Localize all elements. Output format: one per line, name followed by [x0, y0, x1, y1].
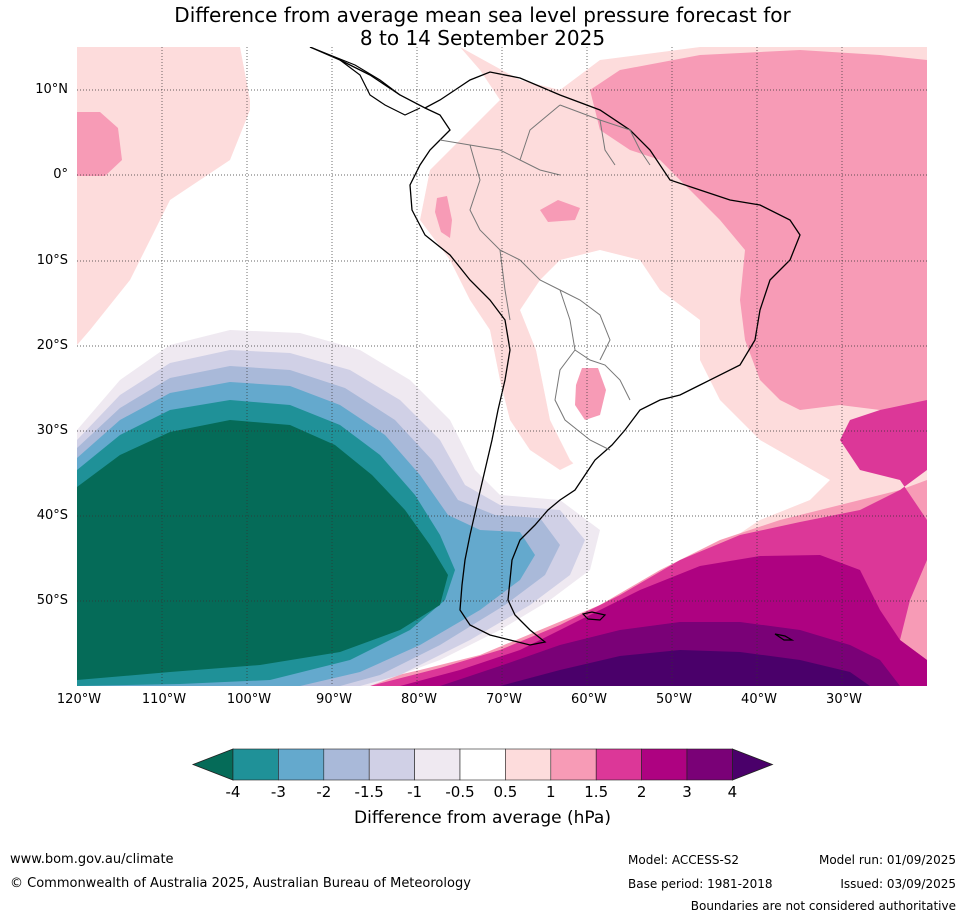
colorbar-segment — [414, 748, 461, 781]
lon-label-40w: 40°W — [741, 692, 777, 707]
south-america-coastline — [309, 47, 801, 646]
lat-label-40s: 40°S — [36, 508, 68, 523]
lon-label-100w: 100°W — [226, 692, 272, 707]
lon-label-70w: 70°W — [486, 692, 522, 707]
anomaly-1-1.5-west-patch — [77, 112, 122, 176]
colorbar-segment — [505, 748, 552, 781]
colorbar-label: Difference from average (hPa) — [354, 808, 611, 828]
lat-label-30s: 30°S — [36, 423, 68, 438]
colorbar-segment — [278, 748, 325, 781]
footer-model-run: Model run: 01/09/2025 — [818, 853, 956, 867]
anomaly-lt-4 — [77, 420, 448, 680]
central-america-coastline — [309, 47, 421, 116]
colorbar-tick-label: -1 — [407, 783, 423, 801]
colorbar-tick-label: 4 — [727, 783, 738, 801]
colorbar-segment — [595, 748, 642, 781]
lon-label-90w: 90°W — [316, 692, 352, 707]
footer-url[interactable]: www.bom.gov.au/climate — [10, 852, 174, 867]
colorbar-segment — [686, 748, 733, 781]
footer-issued: Issued: 03/09/2025 — [840, 877, 956, 891]
anomaly-0.5-1-interior-hole — [530, 260, 750, 500]
title-line-1: Difference from average mean sea level p… — [174, 3, 791, 27]
lon-label-60w: 60°W — [571, 692, 607, 707]
lat-label-20s: 20°S — [36, 338, 68, 353]
map-gridlines — [77, 47, 927, 686]
colorbar-segment — [232, 748, 279, 781]
colorbar-segment — [323, 748, 370, 781]
colorbar-tick-label: -3 — [270, 783, 286, 801]
colorbar-tick-label: -2 — [316, 783, 332, 801]
lat-label-0: 0° — [53, 167, 68, 182]
anomaly-1-1.5-amazon — [540, 200, 580, 222]
map-plot-area — [77, 47, 927, 686]
colorbar-segment — [368, 748, 415, 781]
colorbar-tick-label: -0.5 — [445, 783, 475, 801]
anomaly-1-1.5-east — [590, 50, 927, 420]
country-borders — [439, 104, 651, 451]
colorbar-tick-label: 3 — [682, 783, 692, 801]
anomaly-1-1.5-peru — [435, 196, 452, 238]
colorbar-tick-label: 1.5 — [584, 783, 609, 801]
colorbar-arrow-low — [191, 748, 234, 781]
lon-label-80w: 80°W — [401, 692, 437, 707]
footer-disclaimer: Boundaries are not considered authoritat… — [690, 899, 956, 913]
lat-label-10n: 10°N — [35, 82, 68, 97]
lat-label-10s: 10°S — [36, 253, 68, 268]
falkland-islands — [581, 611, 607, 621]
colorbar-segment — [641, 748, 688, 781]
footer-copyright: © Commonwealth of Australia 2025, Austra… — [10, 876, 471, 891]
colorbar-segment — [459, 748, 506, 781]
anomaly-gt4-south — [500, 650, 870, 686]
footer-model: Model: ACCESS-S2 — [628, 853, 740, 867]
colorbar-tick-label: 1 — [546, 783, 556, 801]
colorbar-tick-label: 2 — [636, 783, 647, 801]
colorbar — [191, 748, 774, 781]
colorbar-tick-label: -4 — [225, 783, 241, 801]
lon-label-50w: 50°W — [656, 692, 692, 707]
colorbar-segment — [550, 748, 597, 781]
title-line-2: 8 to 14 September 2025 — [359, 26, 606, 50]
lon-label-30w: 30°W — [826, 692, 862, 707]
lat-label-50s: 50°S — [36, 593, 68, 608]
colorbar-arrow-high — [732, 748, 774, 781]
colorbar-tick-label: 0.5 — [493, 783, 518, 801]
anomaly-1-1.5-paraguay — [575, 368, 606, 420]
map-title: Difference from average mean sea level p… — [0, 4, 965, 50]
south-georgia — [774, 633, 795, 641]
lon-label-110w: 110°W — [141, 692, 187, 707]
footer-base-period: Base period: 1981-2018 — [628, 877, 773, 891]
anomaly-0.5-1-south-hole — [560, 470, 820, 580]
lon-label-120w: 120°W — [56, 692, 102, 707]
colorbar-tick-label: -1.5 — [354, 783, 384, 801]
